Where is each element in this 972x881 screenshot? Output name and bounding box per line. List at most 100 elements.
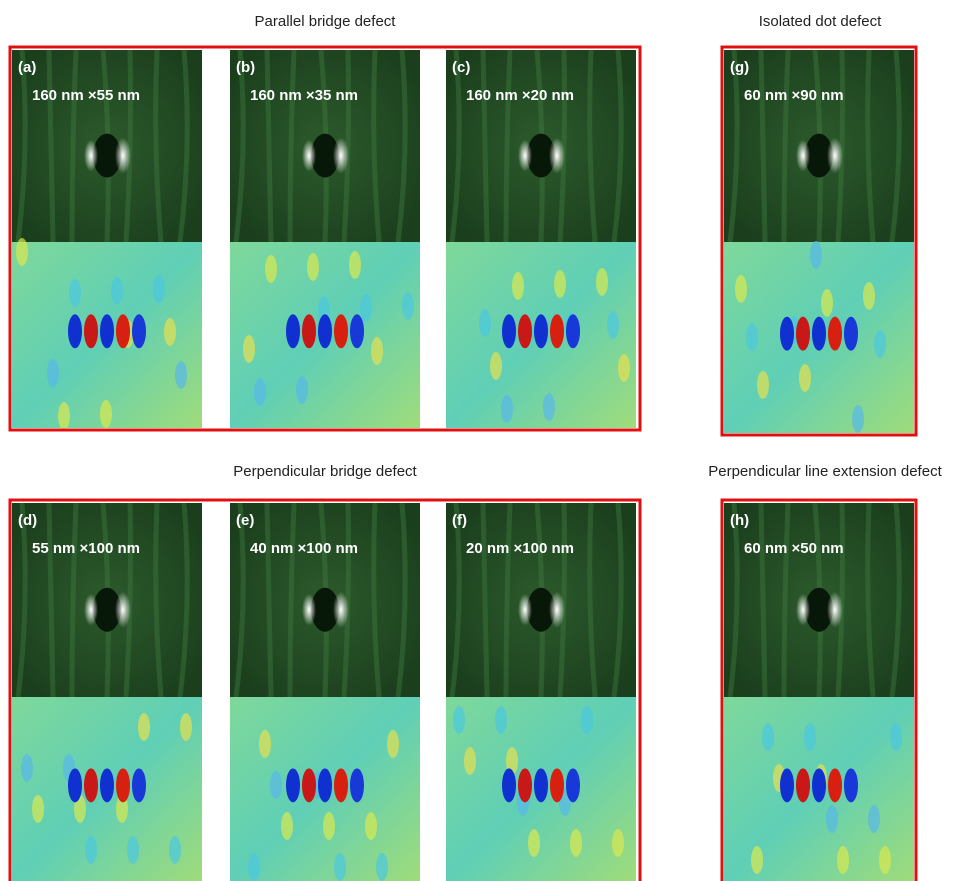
defect-bright	[302, 140, 316, 172]
phase-blob	[453, 706, 465, 734]
phase-blob	[804, 723, 816, 751]
phase-blob	[349, 251, 361, 279]
phase-blob	[169, 836, 181, 864]
phase-blob	[265, 255, 277, 283]
phase-blob	[762, 723, 774, 751]
phase-blob	[735, 275, 747, 303]
phase-blob	[402, 292, 414, 320]
phase-blob	[32, 795, 44, 823]
phase-blob	[360, 294, 372, 322]
panel-size: 160 nm ×20 nm	[466, 87, 574, 104]
phase-stripe	[286, 768, 300, 802]
panel-size: 55 nm ×100 nm	[32, 540, 140, 557]
panel-label: (f)	[452, 512, 467, 529]
panel-image	[12, 503, 202, 881]
phase-stripe	[84, 314, 98, 348]
phase-blob	[512, 272, 524, 300]
phase-blob	[243, 335, 255, 363]
panel-size: 60 nm ×50 nm	[744, 540, 844, 557]
defect-bright	[796, 140, 810, 172]
phase-blob	[810, 241, 822, 269]
phase-stripe	[566, 768, 580, 802]
phase-stripe	[812, 768, 826, 802]
panel-size: 160 nm ×35 nm	[250, 87, 358, 104]
phase-stripe	[566, 314, 580, 348]
phase-stripe	[318, 314, 332, 348]
panel-image	[446, 50, 636, 428]
phase-blob	[612, 829, 624, 857]
phase-blob	[127, 836, 139, 864]
phase-stripe	[334, 314, 348, 348]
defect-bright	[518, 140, 532, 172]
defect-bright	[549, 592, 565, 628]
phase-blob	[543, 393, 555, 421]
phase-stripe	[502, 314, 516, 348]
phase-stripe	[518, 314, 532, 348]
phase-blob	[528, 829, 540, 857]
phase-stripe	[812, 317, 826, 351]
phase-blob	[837, 846, 849, 874]
phase-blob	[581, 706, 593, 734]
phase-stripe	[68, 768, 82, 802]
defect-bright	[302, 594, 316, 626]
phase-blob	[863, 282, 875, 310]
panel-image	[230, 503, 420, 881]
panel-size: 160 nm ×55 nm	[32, 87, 140, 104]
group-title: Perpendicular bridge defect	[233, 463, 417, 480]
phase-blob	[259, 730, 271, 758]
phase-stripe	[84, 768, 98, 802]
phase-stripe	[100, 768, 114, 802]
phase-blob	[281, 812, 293, 840]
defect-bright	[796, 594, 810, 626]
defect-bright	[333, 138, 349, 174]
phase-blob	[16, 238, 28, 266]
phase-blob	[58, 402, 70, 430]
panel-label: (h)	[730, 512, 749, 529]
defect-bright	[115, 138, 131, 174]
phase-blob	[799, 364, 811, 392]
phase-blob	[746, 323, 758, 351]
phase-blob	[618, 354, 630, 382]
panel-label: (c)	[452, 59, 470, 76]
phase-blob	[153, 275, 165, 303]
phase-blob	[21, 754, 33, 782]
phase-blob	[495, 706, 507, 734]
phase-stripe	[350, 314, 364, 348]
phase-blob	[376, 853, 388, 881]
phase-stripe	[780, 768, 794, 802]
phase-stripe	[844, 317, 858, 351]
phase-stripe	[318, 768, 332, 802]
phase-stripe	[116, 768, 130, 802]
panel-image	[446, 503, 636, 881]
phase-stripe	[828, 768, 842, 802]
phase-blob	[175, 361, 187, 389]
panel-image	[724, 50, 914, 433]
phase-blob	[879, 846, 891, 874]
group-title: Perpendicular line extension defect	[708, 463, 942, 480]
panel-image	[12, 50, 202, 430]
phase-stripe	[302, 314, 316, 348]
phase-blob	[570, 829, 582, 857]
phase-blob	[47, 359, 59, 387]
panel-size: 60 nm ×90 nm	[744, 87, 844, 104]
phase-stripe	[334, 768, 348, 802]
phase-stripe	[132, 768, 146, 802]
phase-blob	[100, 400, 112, 428]
panel-label: (a)	[18, 59, 36, 76]
phase-stripe	[116, 314, 130, 348]
phase-blob	[826, 805, 838, 833]
defect-bright	[827, 138, 843, 174]
phase-stripe	[68, 314, 82, 348]
group-title: Parallel bridge defect	[255, 13, 397, 30]
phase-blob	[85, 836, 97, 864]
phase-stripe	[302, 768, 316, 802]
phase-blob	[387, 730, 399, 758]
phase-blob	[69, 279, 81, 307]
phase-blob	[296, 376, 308, 404]
phase-blob	[254, 378, 266, 406]
phase-stripe	[286, 314, 300, 348]
phase-blob	[501, 395, 513, 423]
phase-blob	[180, 713, 192, 741]
phase-stripe	[796, 317, 810, 351]
phase-blob	[607, 311, 619, 339]
